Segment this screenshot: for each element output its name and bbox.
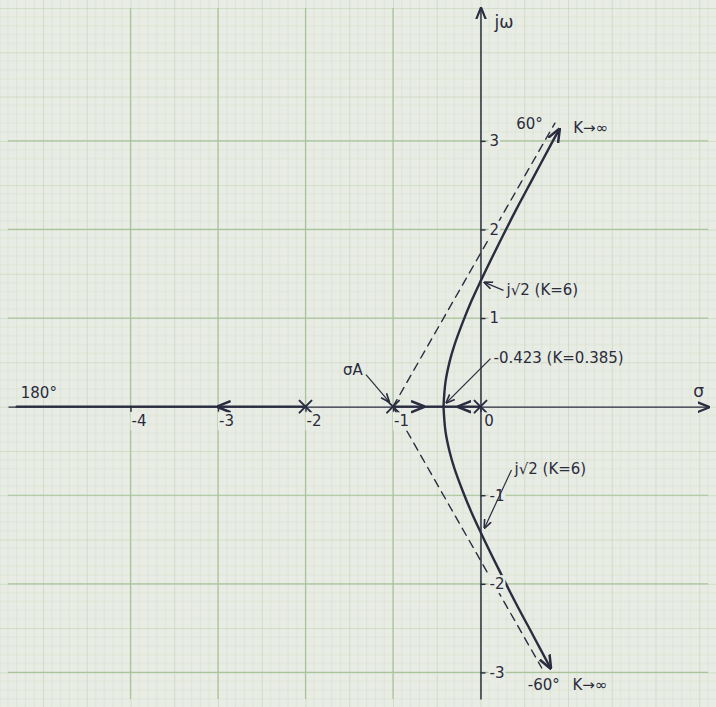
tick-label: -2 xyxy=(490,575,505,593)
tick-label: 1 xyxy=(490,309,500,327)
grid-line-y xyxy=(8,672,708,673)
tick: -1 xyxy=(393,407,410,431)
tick-mark xyxy=(481,672,486,673)
tick-mark xyxy=(218,407,219,412)
grid-line-x xyxy=(392,8,393,699)
tick-label: 3 xyxy=(490,132,500,150)
label-patch xyxy=(489,664,506,682)
label-patch xyxy=(489,575,506,593)
tick: 3 xyxy=(481,132,501,150)
tick-mark xyxy=(393,407,394,412)
tick-mark xyxy=(305,407,306,412)
label-patch xyxy=(489,132,501,150)
x-axis: -4 -3 -2 -1 0 xyxy=(9,407,709,431)
chart-container: -4 -3 -2 -1 0 -3 -2 -1 1 2 3 σ jω 180° σA -0.423 (K=0.3… xyxy=(0,0,716,707)
tick-mark xyxy=(481,584,486,585)
tick-label: -2 xyxy=(307,412,322,430)
y-axis-line xyxy=(480,9,481,700)
tick-label: 2 xyxy=(490,221,500,239)
grid-line-y xyxy=(8,229,708,230)
tick: 2 xyxy=(481,221,501,239)
leader-line xyxy=(485,470,512,528)
annotation: j√2 (K=6) xyxy=(514,460,587,478)
grid-line-y xyxy=(8,317,708,318)
grid-line-y xyxy=(8,140,708,141)
label-patch xyxy=(483,412,495,430)
grid-line-y xyxy=(8,583,708,584)
tick-mark xyxy=(481,141,486,142)
label-patch xyxy=(489,309,501,327)
tick: -1 xyxy=(481,487,506,505)
tick: -4 xyxy=(131,407,148,431)
tick: 1 xyxy=(481,309,501,327)
leader-line xyxy=(446,359,490,403)
grid-line-x xyxy=(305,8,306,699)
grid-line-x xyxy=(480,8,481,699)
tick: -2 xyxy=(306,407,323,431)
label-patch xyxy=(489,221,501,239)
grid-line-x xyxy=(217,8,218,699)
tick: -2 xyxy=(481,575,506,593)
annotation: -60° xyxy=(528,676,560,694)
label-patch xyxy=(131,412,148,430)
tick-mark xyxy=(481,495,486,496)
tick-label: -3 xyxy=(219,412,234,430)
label-patch xyxy=(306,412,323,430)
grid-line-x xyxy=(130,8,131,699)
y-axis-title: jω xyxy=(494,12,514,32)
annotation: 60° xyxy=(516,115,543,133)
annotation: K→∞ xyxy=(573,676,608,694)
plot-area xyxy=(17,123,560,668)
label-patch xyxy=(393,412,410,430)
x-axis-line xyxy=(9,406,709,407)
annotation: K→∞ xyxy=(573,119,608,137)
tick-label: 0 xyxy=(484,412,494,430)
annotation: 180° xyxy=(21,384,57,402)
tick: 0 xyxy=(481,407,495,431)
leader-line xyxy=(366,375,389,402)
annotation: σA xyxy=(343,361,364,379)
asymptote xyxy=(393,407,542,668)
grid xyxy=(8,8,708,699)
root-locus-chart: -4 -3 -2 -1 0 -3 -2 -1 1 2 3 σ jω 180° σA -0.423 (K=0.3… xyxy=(0,0,716,707)
tick-label: -3 xyxy=(490,664,505,682)
tick: -3 xyxy=(481,664,506,682)
leader-line xyxy=(485,282,504,290)
tick-label: -4 xyxy=(132,412,147,430)
paper-background xyxy=(0,0,716,707)
annotations: 180° σA -0.423 (K=0.385) j√2 (K=6) j√2 (K=6)… xyxy=(21,115,624,694)
grid-line-y xyxy=(8,495,708,496)
x-axis-title: σ xyxy=(693,381,704,401)
annotation: -0.423 (K=0.385) xyxy=(493,349,623,367)
tick: -3 xyxy=(218,407,235,431)
tick-mark xyxy=(481,229,486,230)
tick-mark xyxy=(481,318,486,319)
tick-mark xyxy=(130,407,131,412)
locus-branch xyxy=(443,407,550,668)
label-patch xyxy=(218,412,235,430)
annotation: j√2 (K=6) xyxy=(506,281,579,299)
tick-label: -1 xyxy=(394,412,409,430)
